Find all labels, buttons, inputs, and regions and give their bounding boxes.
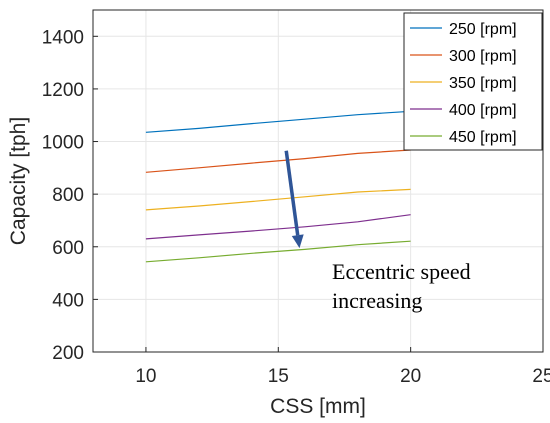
annotation-text-line: Eccentric speed: [332, 259, 471, 284]
series-lines: [145, 110, 411, 263]
series-line: [145, 188, 411, 211]
y-axis-label: Capacity [tph]: [7, 117, 30, 245]
legend: 250 [rpm] 300 [rpm] 350 [rpm] 400 [rpm] 450 …: [403, 12, 543, 151]
x-tick-label: 10: [135, 366, 156, 387]
legend-label: 300 [rpm]: [449, 48, 517, 65]
annotation-text-line: increasing: [332, 288, 422, 313]
y-tick-label: 1400: [42, 27, 84, 48]
x-axis-label: CSS [mm]: [270, 395, 366, 418]
arrow-shaft: [284, 150, 300, 236]
series-line: [145, 110, 411, 133]
series-line: [145, 149, 411, 173]
x-tick-labels: 10 15 20 25: [135, 366, 550, 387]
x-tick-label: 15: [268, 366, 289, 387]
legend-label: 450 [rpm]: [449, 129, 517, 146]
y-tick-label: 800: [52, 185, 84, 206]
y-tick-label: 600: [52, 238, 84, 259]
series-line: [145, 240, 411, 263]
series-line: [145, 214, 411, 240]
y-tick-label: 400: [52, 290, 84, 311]
y-tick-label: 200: [52, 343, 84, 364]
x-tick-label: 25: [532, 366, 550, 387]
x-tick-label: 20: [400, 366, 421, 387]
y-tick-label: 1200: [42, 80, 84, 101]
y-tick-label: 1000: [42, 133, 84, 154]
legend-label: 350 [rpm]: [449, 75, 517, 92]
legend-label: 250 [rpm]: [449, 21, 517, 38]
annotation: Eccentric speed increasing: [284, 150, 471, 313]
y-tick-labels: 200 400 600 800 1000 1200 1400: [42, 27, 84, 364]
legend-label: 400 [rpm]: [449, 102, 517, 119]
axes-box: [92, 9, 544, 353]
arrow-head: [291, 234, 304, 249]
